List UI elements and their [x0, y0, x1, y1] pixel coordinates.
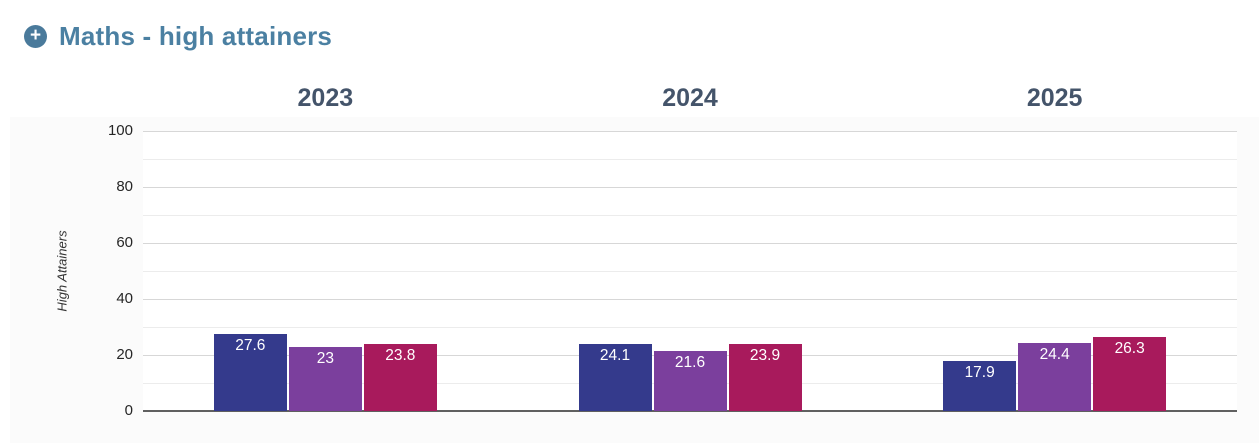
minor-gridline-70 [143, 215, 1237, 216]
plus-circle-icon[interactable]: + [24, 24, 47, 48]
category-header-2024: 2024 [662, 84, 718, 112]
major-gridline-60 [143, 243, 1237, 244]
x-axis-line [143, 410, 1237, 412]
category-header-2025: 2025 [1026, 84, 1083, 112]
bar-value-label: 23 [316, 349, 334, 367]
bar-value-label: 24.4 [1039, 345, 1070, 363]
bar-2023-series-1: 27.6 [213, 333, 287, 411]
chart-header: + Maths - high attainers [24, 18, 332, 54]
y-tick-label-100: 100 [107, 122, 133, 139]
major-gridline-100 [143, 131, 1237, 132]
bar-2023-series-2: 23 [288, 346, 362, 411]
bar-value-label: 23.9 [749, 347, 781, 365]
y-axis-title: High Attainers [54, 230, 70, 312]
bar-2024-series-1: 24.1 [578, 343, 652, 411]
y-tick-label-20: 20 [116, 346, 133, 363]
major-gridline-80 [143, 187, 1237, 188]
bar-value-label: 23.8 [385, 347, 416, 365]
y-tick-label-40: 40 [116, 290, 133, 307]
minor-gridline-90 [143, 159, 1237, 160]
bar-value-label: 26.3 [1114, 340, 1145, 358]
bar-value-label: 21.6 [674, 353, 706, 371]
major-gridline-40 [143, 299, 1237, 300]
category-header-2023: 2023 [297, 84, 354, 112]
bar-value-label: 17.9 [964, 363, 995, 381]
bar-2024-series-3: 23.9 [728, 344, 802, 411]
minor-gridline-50 [143, 271, 1237, 272]
bar-2025-series-2: 24.4 [1018, 342, 1092, 411]
bar-value-label: 24.1 [599, 346, 631, 364]
chart-title: Maths - high attainers [59, 20, 333, 51]
bar-2025-series-1: 17.9 [943, 360, 1017, 411]
bar-2024-series-2: 21.6 [653, 350, 727, 411]
y-tick-label-0: 0 [124, 402, 133, 419]
bar-value-label: 27.6 [235, 336, 266, 354]
plot-area: 27.6 23 23.8 24.1 21.6 23.9 17.9 24.4 26.3 [143, 131, 1237, 412]
y-tick-label-60: 60 [116, 234, 133, 251]
minor-gridline-30 [143, 327, 1237, 328]
bar-2025-series-3: 26.3 [1093, 337, 1167, 411]
y-tick-label-80: 80 [116, 178, 133, 195]
bar-2023-series-3: 23.8 [363, 344, 437, 411]
